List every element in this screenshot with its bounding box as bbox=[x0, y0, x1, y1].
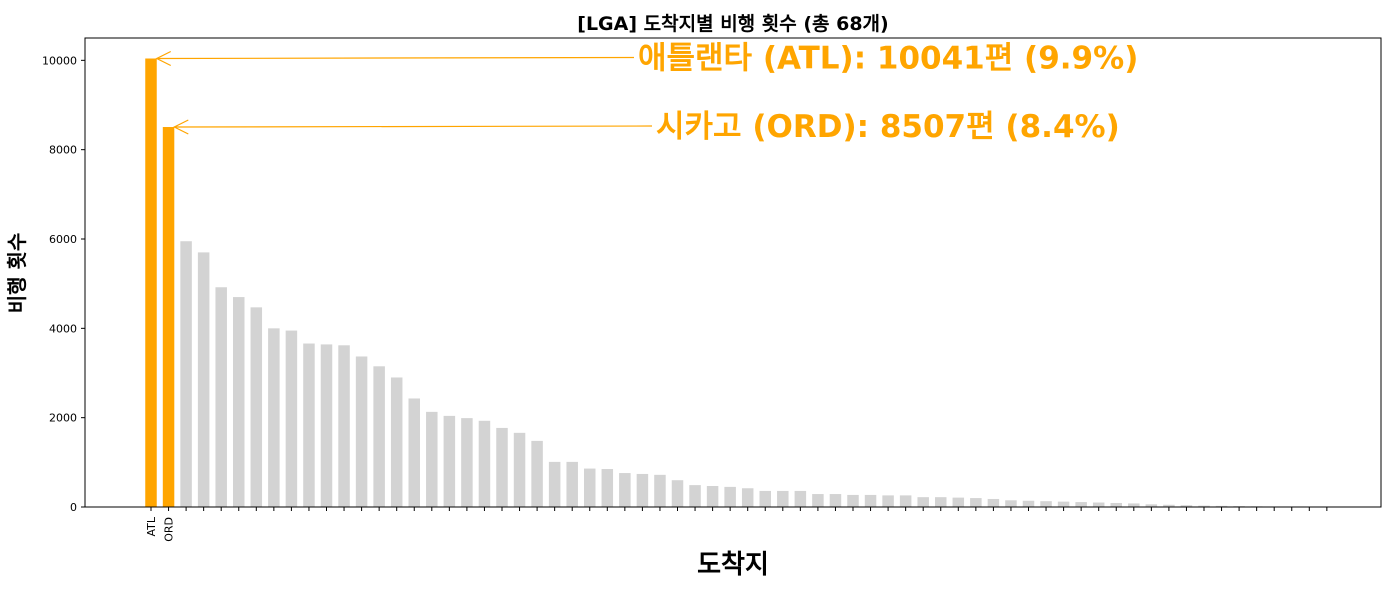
bar-41 bbox=[864, 494, 877, 507]
bar-21 bbox=[513, 432, 526, 507]
bar-43 bbox=[899, 495, 912, 507]
y-tick-label-5: 10000 bbox=[42, 54, 77, 67]
bar-30 bbox=[671, 480, 684, 507]
bar-55 bbox=[1110, 502, 1122, 507]
y-tick-label-3: 6000 bbox=[49, 233, 77, 246]
bar-14 bbox=[390, 377, 403, 507]
bar-10 bbox=[320, 344, 333, 507]
bar-5 bbox=[233, 297, 245, 507]
bar-45 bbox=[935, 497, 947, 507]
bar-33 bbox=[724, 486, 736, 507]
bar-47 bbox=[970, 498, 982, 507]
bar-50 bbox=[1022, 500, 1035, 507]
bar-29 bbox=[654, 474, 666, 507]
bar-12 bbox=[355, 356, 368, 507]
bar-58 bbox=[1163, 504, 1175, 507]
bar-15 bbox=[408, 398, 420, 507]
bar-53 bbox=[1075, 502, 1087, 507]
bar-7 bbox=[268, 328, 280, 507]
bar-17 bbox=[443, 415, 456, 507]
bar-40 bbox=[847, 494, 859, 507]
bar-60 bbox=[1198, 505, 1210, 507]
annotation-arrow-0 bbox=[156, 56, 635, 60]
bar-13 bbox=[373, 366, 385, 507]
bar-27 bbox=[619, 473, 631, 507]
bar-36 bbox=[777, 490, 789, 507]
bar-18 bbox=[461, 418, 473, 507]
y-tick-label-4: 8000 bbox=[49, 144, 77, 157]
x-tick-label-atl: ATL bbox=[145, 516, 158, 536]
bar-59 bbox=[1180, 505, 1193, 507]
bar-32 bbox=[706, 486, 719, 507]
chart-title: [LGA] 도착지별 비행 횟수 (총 68개) bbox=[577, 13, 888, 35]
bar-26 bbox=[601, 469, 614, 507]
bar-22 bbox=[531, 440, 543, 507]
bar-16 bbox=[426, 411, 438, 507]
bar-23 bbox=[548, 461, 561, 507]
bars-group bbox=[145, 58, 1333, 508]
bar-9 bbox=[303, 343, 315, 507]
bar-25 bbox=[584, 468, 596, 507]
bar-42 bbox=[882, 495, 894, 507]
bar-35 bbox=[759, 490, 771, 507]
y-axis: 0 2000 4000 6000 8000 10000 bbox=[42, 54, 85, 514]
annotation-label-0: 애틀랜타 (ATL): 10041편 (9.9%) bbox=[638, 41, 1138, 77]
bar-52 bbox=[1057, 501, 1070, 507]
annotations-group: 애틀랜타 (ATL): 10041편 (9.9%) 시카고 (ORD): 8507… bbox=[155, 41, 1138, 145]
bar-6 bbox=[250, 307, 263, 507]
bar-1 bbox=[162, 127, 175, 508]
bar-0 bbox=[145, 58, 157, 507]
bar-3 bbox=[197, 252, 210, 507]
bar-31 bbox=[689, 485, 701, 507]
bar-34 bbox=[741, 488, 754, 507]
bar-28 bbox=[636, 473, 649, 507]
bar-51 bbox=[1040, 501, 1052, 507]
bar-48 bbox=[987, 498, 1000, 507]
x-axis: ATL ORD bbox=[145, 507, 1328, 542]
bar-61 bbox=[1215, 505, 1228, 507]
bar-39 bbox=[829, 494, 842, 507]
annotation-arrowhead-0 bbox=[155, 50, 172, 67]
bar-54 bbox=[1092, 502, 1105, 507]
bar-46 bbox=[952, 497, 965, 507]
bar-38 bbox=[812, 494, 824, 507]
bar-11 bbox=[338, 345, 350, 507]
bar-56 bbox=[1128, 503, 1140, 507]
bar-4 bbox=[215, 287, 227, 507]
plot-frame bbox=[84, 37, 1382, 508]
bar-20 bbox=[496, 427, 508, 507]
y-tick-label-0: 0 bbox=[70, 501, 77, 514]
bar-49 bbox=[1005, 500, 1017, 507]
y-axis-label: 비행 횟수 bbox=[5, 233, 29, 314]
annotation-label-1: 시카고 (ORD): 8507편 (8.4%) bbox=[656, 109, 1120, 145]
bar-19 bbox=[478, 420, 491, 507]
y-tick-label-1: 2000 bbox=[49, 412, 77, 425]
bar-8 bbox=[285, 330, 298, 507]
annotation-arrowhead-1 bbox=[172, 119, 189, 135]
y-tick-label-2: 4000 bbox=[49, 322, 77, 335]
bar-44 bbox=[917, 497, 929, 507]
x-axis-label: 도착지 bbox=[697, 550, 769, 580]
bar-2 bbox=[180, 241, 192, 508]
bar-57 bbox=[1145, 504, 1158, 507]
bar-24 bbox=[566, 461, 578, 507]
x-tick-label-ord: ORD bbox=[163, 517, 176, 542]
annotation-arrow-1 bbox=[174, 125, 653, 128]
bar-37 bbox=[794, 490, 807, 507]
